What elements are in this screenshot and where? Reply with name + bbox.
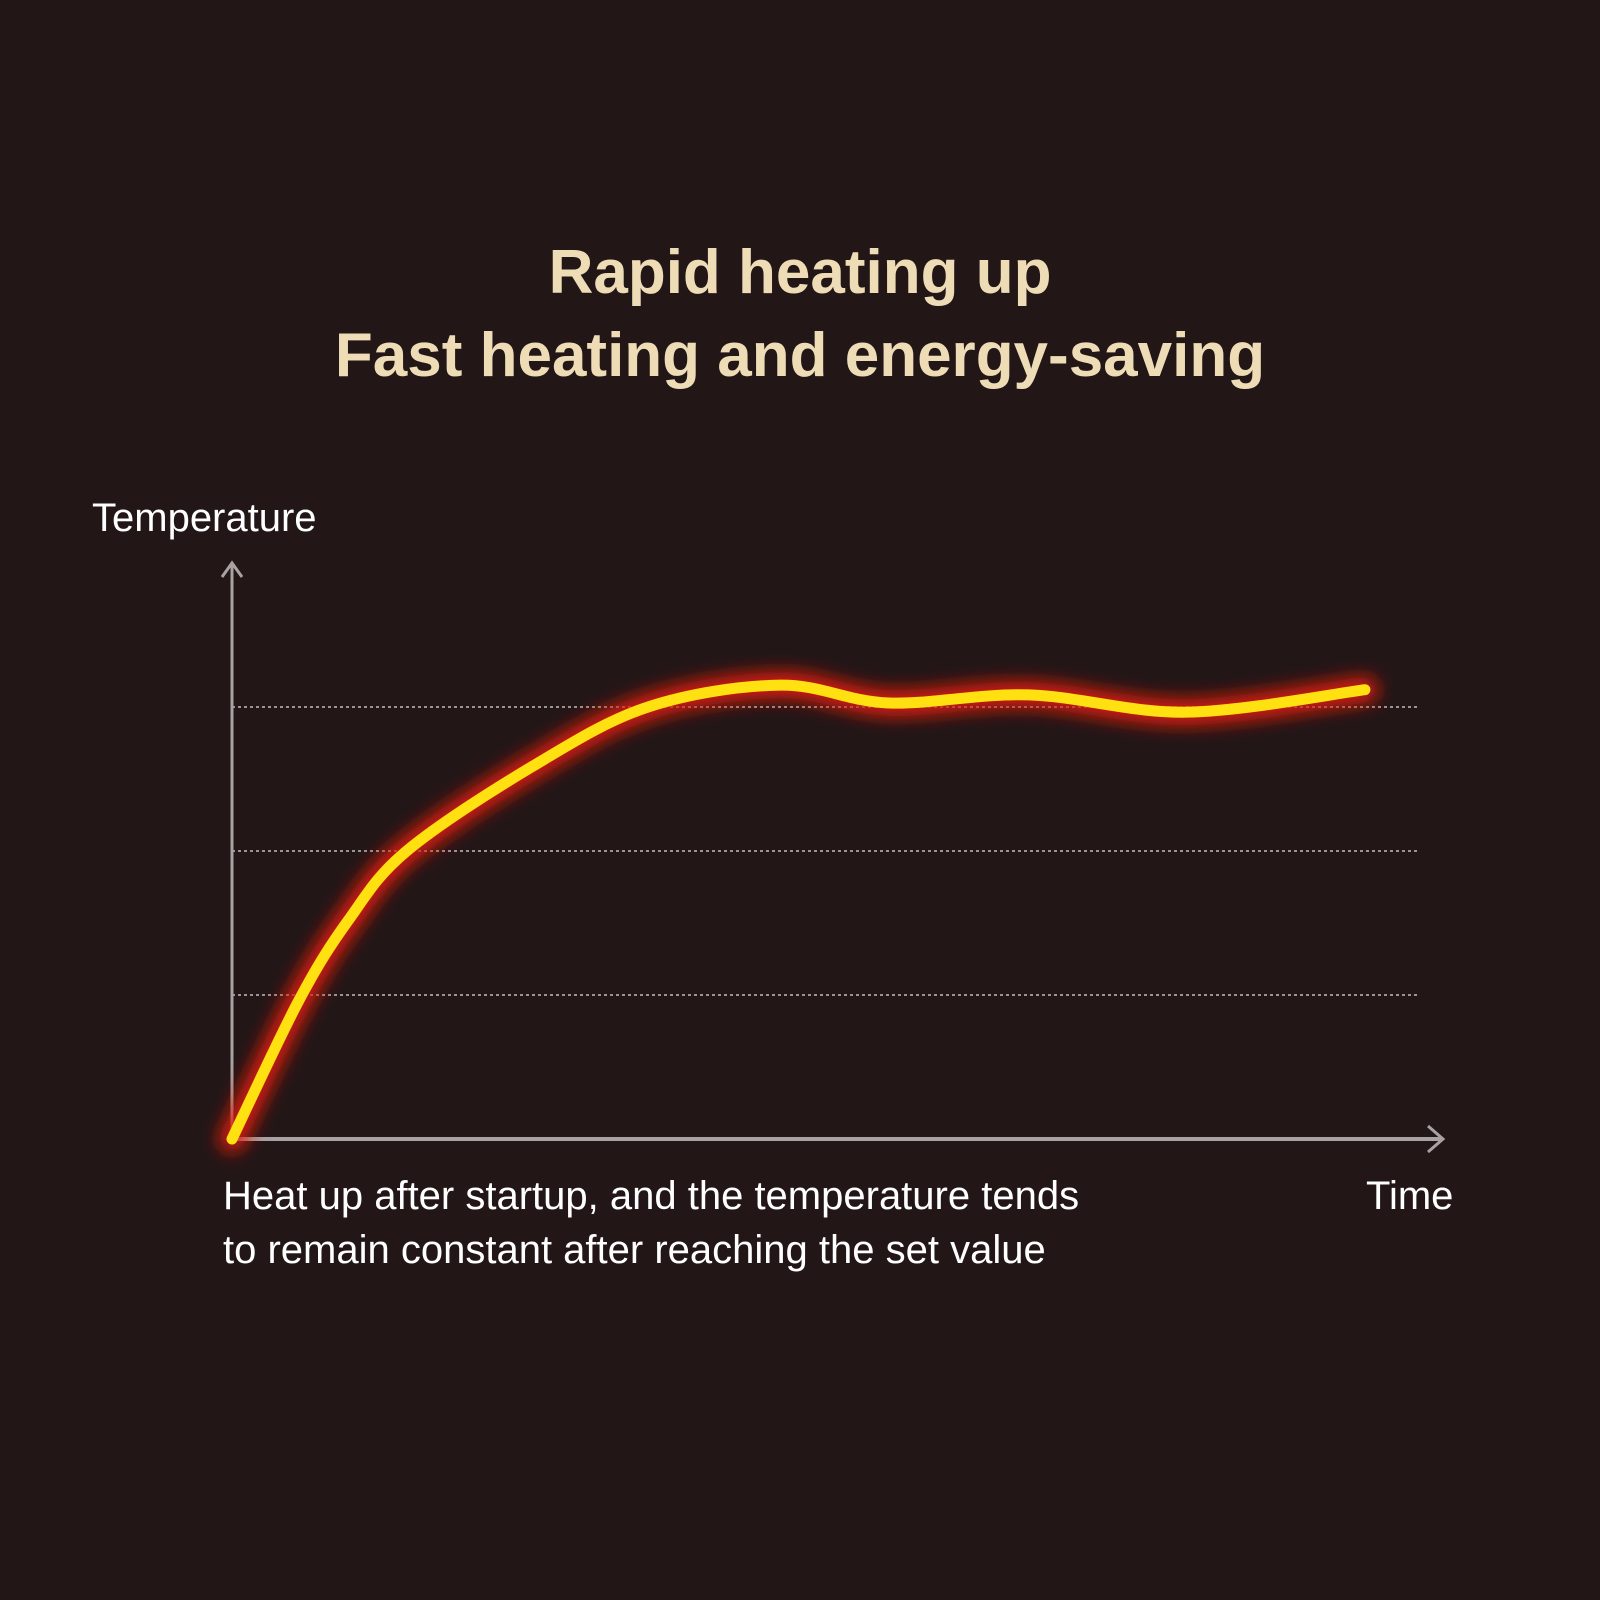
y-axis-label: Temperature bbox=[92, 496, 317, 540]
curve-glow bbox=[219, 672, 1378, 1152]
caption-line-1: Heat up after startup, and the temperatu… bbox=[223, 1174, 1080, 1218]
x-axis-arrow-icon bbox=[1427, 1124, 1446, 1154]
title-line-2: Fast heating and energy-saving bbox=[334, 321, 1266, 390]
caption-line-2: to remain constant after reaching the se… bbox=[223, 1228, 1046, 1272]
title-line-1: Rapid heating up bbox=[548, 238, 1052, 307]
temperature-curve bbox=[226, 679, 1371, 1145]
y-axis-arrow-icon bbox=[220, 560, 244, 578]
x-axis-label: Time bbox=[1366, 1174, 1454, 1218]
